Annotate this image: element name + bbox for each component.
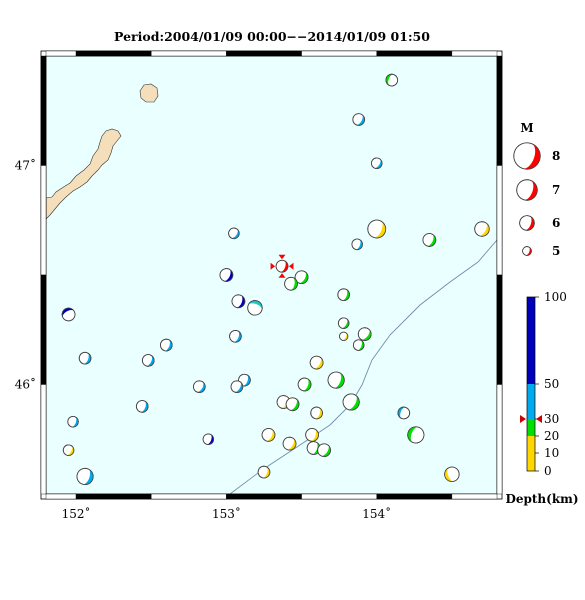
magnitude-legend-label: 6: [552, 216, 560, 230]
earthquake-event: [230, 380, 244, 393]
magnitude-legend-label: 5: [552, 244, 560, 258]
latest-event-marker: [275, 259, 289, 273]
axis-labels: 152˚ 153˚ 154˚ 47˚ 46˚: [15, 158, 391, 522]
trench-line: [229, 239, 498, 495]
earthquake-event: [202, 433, 215, 445]
ocean-background: [46, 56, 497, 494]
magnitude-legend-symbol: [522, 246, 532, 256]
earthquake-event: [305, 428, 319, 442]
earthquake-event: [327, 371, 345, 389]
land-island-chain: [45, 128, 122, 220]
earthquake-event: [310, 406, 323, 420]
depth-tick-label: 50: [544, 377, 559, 391]
earthquake-event: [257, 465, 271, 479]
earthquake-event: [397, 406, 411, 420]
magnitude-legend-symbol: [519, 215, 535, 231]
longitude-tick-label: 153˚: [212, 506, 241, 521]
earthquake-event: [294, 270, 309, 285]
magnitude-legend: M 8 7 6 5: [513, 121, 560, 258]
depth-tick-label: 0: [544, 464, 552, 478]
map-title: Period:2004/01/09 00:00−−2014/01/09 01:5…: [114, 29, 430, 44]
depth-color-band: [527, 297, 535, 384]
depth-marker: [520, 415, 526, 423]
earthquake-event: [309, 355, 324, 370]
earthquake-event: [422, 233, 437, 247]
earthquake-event: [337, 288, 350, 301]
latitude-tick-label: 47˚: [15, 158, 36, 173]
earthquake-event: [229, 330, 242, 343]
earthquake-event: [317, 443, 331, 458]
land-masses: [45, 83, 159, 220]
earthquake-event: [297, 377, 312, 392]
magnitude-legend-label: 8: [552, 149, 560, 163]
depth-tick-label: 20: [544, 429, 559, 443]
earthquake-event: [67, 416, 79, 428]
depth-color-band: [527, 419, 535, 436]
earthquake-event: [367, 219, 387, 239]
earthquake-event: [231, 294, 246, 309]
latest-event-pointer: [270, 262, 276, 270]
earthquake-event: [371, 157, 383, 170]
earthquake-event: [261, 428, 276, 442]
depth-color-band: [527, 384, 535, 419]
earthquake-event: [337, 317, 350, 329]
earthquake-event: [444, 466, 460, 482]
depth-color-band: [527, 436, 535, 453]
latest-event-layer: [270, 254, 294, 278]
earthquake-event: [282, 436, 297, 451]
depth-tick-label: 30: [544, 412, 559, 426]
earthquake-event: [78, 351, 92, 365]
earthquake-event: [76, 467, 94, 486]
longitude-tick-label: 152˚: [62, 506, 91, 521]
earthquake-event: [193, 380, 206, 393]
earthquake-event: [352, 113, 365, 126]
earthquake-event: [219, 268, 234, 282]
earthquake-event: [284, 276, 298, 291]
earthquake-event: [285, 397, 300, 412]
earthquake-event: [62, 444, 75, 456]
depth-marker: [536, 415, 542, 423]
earthquake-event: [351, 238, 363, 251]
map-frame: [40, 50, 503, 500]
earthquake-event: [141, 354, 155, 367]
land-small-island: [139, 83, 159, 103]
earthquake-event: [385, 73, 399, 87]
magnitude-legend-label: 7: [552, 183, 560, 197]
latest-event-pointer: [278, 254, 286, 260]
latest-event-pointer: [288, 262, 294, 270]
magnitude-legend-symbol: [513, 142, 541, 170]
latest-event-pointer: [278, 273, 286, 278]
depth-legend-title: Depth(km): [505, 492, 578, 506]
earthquake-event: [342, 393, 360, 411]
earthquake-event: [61, 307, 76, 322]
earthquake-event: [352, 339, 365, 351]
earthquake-event: [407, 426, 425, 444]
earthquake-event: [357, 327, 372, 341]
latitude-tick-label: 46˚: [15, 377, 36, 392]
events-layer: [61, 73, 490, 486]
earthquake-event: [474, 221, 490, 237]
depth-tick-label: 10: [544, 446, 559, 460]
depth-tick-label: 100: [544, 290, 567, 304]
earthquake-event: [159, 338, 173, 352]
earthquake-event: [339, 331, 349, 341]
depth-color-band: [527, 453, 535, 471]
earthquake-event: [228, 227, 240, 240]
earthquake-event: [247, 300, 263, 316]
earthquake-event: [135, 400, 149, 413]
magnitude-legend-title: M: [520, 121, 533, 135]
map-area[interactable]: [45, 56, 498, 495]
magnitude-legend-symbol: [516, 179, 538, 201]
longitude-tick-label: 154˚: [362, 506, 391, 521]
